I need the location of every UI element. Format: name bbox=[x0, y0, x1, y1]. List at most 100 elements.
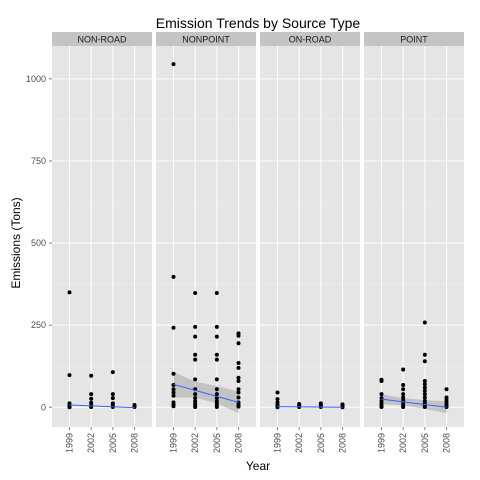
data-point bbox=[110, 396, 115, 401]
data-point bbox=[171, 387, 176, 392]
data-point bbox=[236, 360, 241, 365]
data-point bbox=[422, 382, 427, 387]
data-point bbox=[422, 404, 427, 409]
data-point bbox=[444, 387, 449, 392]
x-axis-title: Year bbox=[246, 459, 270, 473]
x-tick-label: 1999 bbox=[169, 433, 179, 453]
data-point bbox=[275, 390, 280, 395]
data-point bbox=[214, 404, 219, 409]
data-point bbox=[401, 404, 406, 409]
y-axis: 0 250 500 750 1000 bbox=[26, 74, 52, 412]
data-point bbox=[193, 357, 198, 362]
data-point bbox=[67, 405, 72, 410]
y-tick-label: 500 bbox=[31, 238, 46, 248]
data-point bbox=[236, 387, 241, 392]
data-point bbox=[401, 387, 406, 392]
data-point bbox=[236, 365, 241, 370]
trend-line bbox=[173, 383, 239, 403]
x-tick-label: 2002 bbox=[190, 433, 200, 453]
strip-background bbox=[364, 32, 464, 46]
data-point bbox=[379, 379, 384, 384]
strip-background bbox=[52, 32, 152, 46]
data-point bbox=[110, 370, 115, 375]
strip-label-nonpoint: NONPOINT bbox=[182, 35, 230, 45]
data-point bbox=[171, 390, 176, 395]
data-point bbox=[171, 62, 176, 67]
data-point bbox=[401, 382, 406, 387]
panel-background bbox=[52, 46, 152, 427]
x-tick-label: 1999 bbox=[273, 433, 283, 453]
data-point bbox=[379, 392, 384, 397]
data-point bbox=[422, 388, 427, 393]
x-tick-label: 2008 bbox=[338, 433, 348, 453]
data-point bbox=[193, 290, 198, 295]
strip-label-on-road: ON-ROAD bbox=[289, 35, 332, 45]
data-point bbox=[379, 404, 384, 409]
data-point bbox=[422, 352, 427, 357]
data-point bbox=[214, 387, 219, 392]
data-point bbox=[193, 396, 198, 401]
confidence-band bbox=[173, 371, 239, 414]
panel-background bbox=[364, 46, 464, 427]
data-point bbox=[171, 393, 176, 398]
chart-title: Emission Trends by Source Type bbox=[156, 15, 361, 31]
data-point bbox=[236, 404, 241, 409]
x-tick-label: 2008 bbox=[442, 433, 452, 453]
data-point bbox=[193, 334, 198, 339]
trend-line bbox=[277, 406, 343, 408]
strip-label-non-road: NON-ROAD bbox=[78, 35, 127, 45]
data-point bbox=[67, 373, 72, 378]
data-point bbox=[171, 404, 176, 409]
data-point bbox=[171, 371, 176, 376]
panel-background bbox=[260, 46, 360, 427]
y-axis-title: Emissions (Tons) bbox=[9, 197, 23, 288]
data-point bbox=[214, 324, 219, 329]
x-tick-label: 2008 bbox=[130, 433, 140, 453]
y-tick-label: 1000 bbox=[26, 74, 46, 84]
data-point bbox=[89, 392, 94, 397]
data-point bbox=[214, 352, 219, 357]
data-point bbox=[422, 320, 427, 325]
panel-point: POINT 1999 2002 2005 2008 bbox=[364, 32, 464, 453]
data-point bbox=[89, 396, 94, 401]
panel-nonpoint: NONPOINT 1999 2002 2005 2008 bbox=[156, 32, 256, 453]
data-point bbox=[110, 392, 115, 397]
data-point bbox=[214, 290, 219, 295]
panel-background bbox=[156, 46, 256, 427]
strip-background bbox=[156, 32, 256, 46]
data-point bbox=[422, 392, 427, 397]
x-tick-label: 2005 bbox=[212, 433, 222, 453]
x-tick-label: 2008 bbox=[234, 433, 244, 453]
y-tick-label: 250 bbox=[31, 320, 46, 330]
facet-panels: NON-ROAD 1999 2002 2005 2008 NONPOINT 1999 2002… bbox=[52, 32, 464, 453]
strip-label-point: POINT bbox=[400, 35, 428, 45]
data-point bbox=[236, 333, 241, 338]
x-tick-label: 1999 bbox=[65, 433, 75, 453]
data-point bbox=[422, 395, 427, 400]
x-tick-label: 2002 bbox=[294, 433, 304, 453]
data-point bbox=[422, 385, 427, 390]
data-point bbox=[401, 367, 406, 372]
data-point bbox=[214, 392, 219, 397]
panel-on-road: ON-ROAD 1999 2002 2005 2008 bbox=[260, 32, 360, 453]
data-point bbox=[401, 392, 406, 397]
data-point bbox=[236, 390, 241, 395]
strip-background bbox=[260, 32, 360, 46]
data-point bbox=[171, 274, 176, 279]
x-tick-label: 2005 bbox=[108, 433, 118, 453]
data-point bbox=[236, 341, 241, 346]
data-point bbox=[214, 377, 219, 382]
x-tick-label: 1999 bbox=[377, 433, 387, 453]
data-point bbox=[236, 395, 241, 400]
x-tick-label: 2002 bbox=[86, 433, 96, 453]
y-tick-label: 750 bbox=[31, 156, 46, 166]
data-point bbox=[236, 379, 241, 384]
x-tick-label: 2005 bbox=[420, 433, 430, 453]
data-point bbox=[67, 290, 72, 295]
trend-line bbox=[69, 404, 135, 409]
data-point bbox=[193, 352, 198, 357]
data-point bbox=[193, 324, 198, 329]
data-point bbox=[89, 373, 94, 378]
data-point bbox=[422, 379, 427, 384]
data-point bbox=[214, 357, 219, 362]
